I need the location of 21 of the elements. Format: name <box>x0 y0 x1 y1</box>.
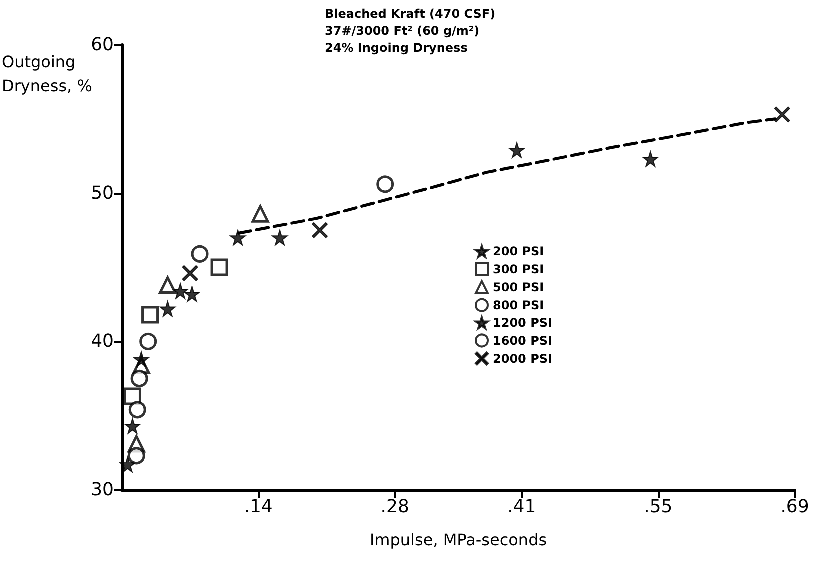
text: Bleached Kraft (470 CSF) <box>325 7 496 21</box>
text: 37#/3000 Ft² (60 g/m²) <box>325 24 480 38</box>
legend-label: 1600 PSI <box>493 334 552 348</box>
x-tick-label: .69 <box>780 496 810 518</box>
x-tick-label: .28 <box>380 496 410 518</box>
legend-label: 2000 PSI <box>493 352 552 366</box>
legend-label: 1200 PSI <box>493 316 552 330</box>
y-axis-title: Outgoing Dryness, % <box>2 52 92 96</box>
legend-label: 800 PSI <box>493 298 544 312</box>
y-tick-label: 40 <box>91 331 114 352</box>
legend-label: 300 PSI <box>493 262 544 276</box>
x-tick-label: .41 <box>508 496 536 518</box>
x-tick-label: .55 <box>644 496 673 518</box>
x-axis-title: Impulse, MPa-seconds <box>370 530 548 550</box>
legend-label: 500 PSI <box>493 280 544 294</box>
y-tick-label: 50 <box>91 182 114 204</box>
legend-label: 200 PSI <box>493 244 544 259</box>
annotation: 24% Ingoing Dryness <box>325 41 468 55</box>
x-tick-label: .14 <box>244 496 273 518</box>
y-tick-label: 60 <box>91 34 114 56</box>
y-tick-label: 30 <box>91 480 114 500</box>
